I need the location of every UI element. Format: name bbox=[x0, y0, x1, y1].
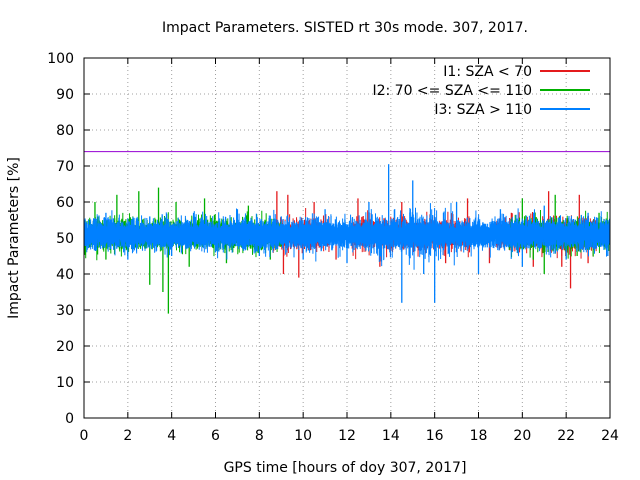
y-tick-label: 60 bbox=[56, 195, 74, 211]
x-tick-label: 2 bbox=[123, 428, 132, 444]
y-axis-label: Impact Parameters [%] bbox=[6, 157, 22, 319]
x-axis-label: GPS time [hours of doy 307, 2017] bbox=[224, 460, 467, 476]
y-tick-label: 90 bbox=[56, 87, 74, 103]
y-tick-label: 70 bbox=[56, 159, 74, 175]
legend: I1: SZA < 70 I2: 70 <= SZA <= 110 I3: SZA … bbox=[372, 64, 590, 118]
x-tick-label: 0 bbox=[80, 428, 89, 444]
x-tick-label: 14 bbox=[382, 428, 400, 444]
y-tick-label: 40 bbox=[56, 267, 74, 283]
x-tick-label: 12 bbox=[338, 428, 356, 444]
x-tick-label: 18 bbox=[470, 428, 488, 444]
x-tick-label: 10 bbox=[294, 428, 312, 444]
y-tick-label: 20 bbox=[56, 339, 74, 355]
plot-frame bbox=[83, 57, 611, 419]
x-tick-label: 20 bbox=[513, 428, 531, 444]
legend-label: I2: 70 <= SZA <= 110 bbox=[372, 83, 532, 99]
x-tick-label: 16 bbox=[426, 428, 444, 444]
x-tick-label: 6 bbox=[211, 428, 220, 444]
y-tick-label: 100 bbox=[47, 51, 74, 67]
x-tick-label: 8 bbox=[255, 428, 264, 444]
y-tick-label: 10 bbox=[56, 375, 74, 391]
y-tick-label: 30 bbox=[56, 303, 74, 319]
chart-title: Impact Parameters. SISTED rt 30s mode. 3… bbox=[162, 20, 528, 36]
y-tick-label: 80 bbox=[56, 123, 74, 139]
x-tick-label: 22 bbox=[557, 428, 575, 444]
y-tick-label: 50 bbox=[56, 231, 74, 247]
legend-label: I1: SZA < 70 bbox=[443, 64, 532, 80]
legend-label: I3: SZA > 110 bbox=[434, 102, 532, 118]
x-tick-label: 24 bbox=[601, 428, 619, 444]
y-tick-label: 0 bbox=[65, 411, 74, 427]
x-tick-label: 4 bbox=[167, 428, 176, 444]
